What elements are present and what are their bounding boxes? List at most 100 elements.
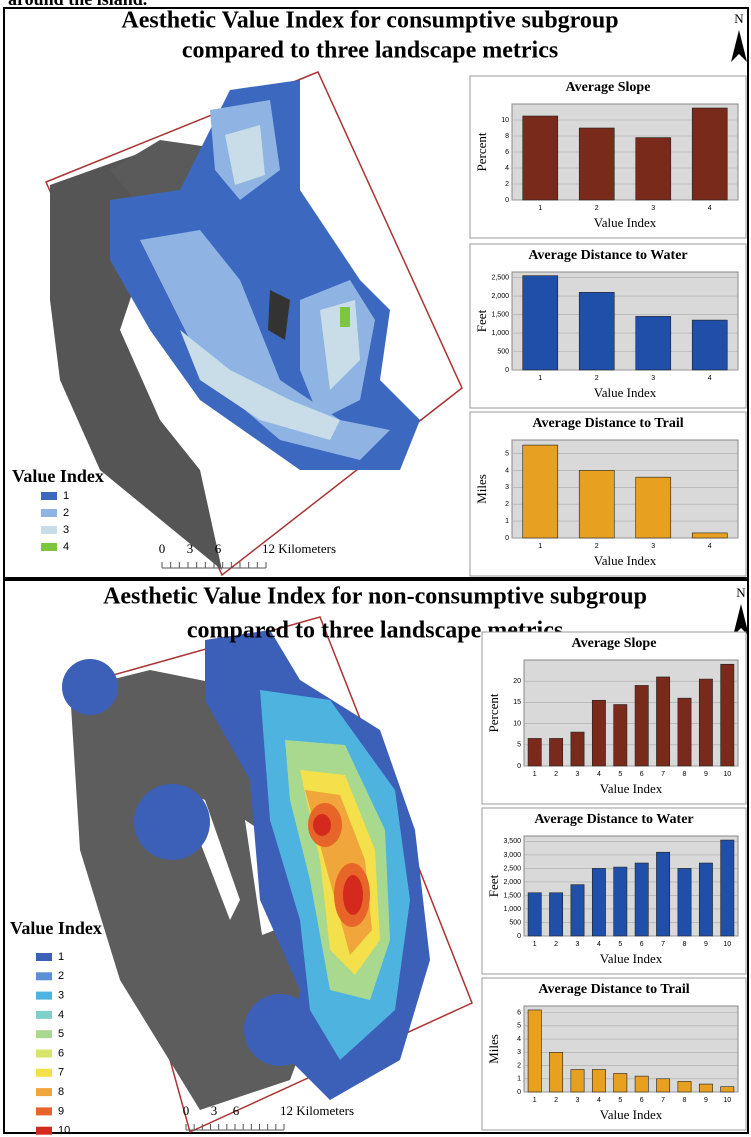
scale-label: 6 xyxy=(215,541,222,556)
legend-label: 7 xyxy=(58,1067,64,1079)
scale-label: 6 xyxy=(233,1103,240,1118)
bar xyxy=(635,1076,648,1092)
north-label: N xyxy=(736,585,746,600)
bar xyxy=(571,885,584,936)
x-tick-label: 4 xyxy=(708,205,712,212)
panel-title: compared to three landscape metrics xyxy=(182,38,558,64)
x-tick-label: 3 xyxy=(651,205,655,212)
bar xyxy=(528,1010,541,1092)
x-tick-label: 3 xyxy=(651,375,655,382)
x-tick-label: 5 xyxy=(618,941,622,948)
y-axis-label: Miles xyxy=(474,474,489,504)
y-tick-label: 20 xyxy=(513,678,521,685)
y-tick-label: 3 xyxy=(505,484,509,491)
legend-swatch xyxy=(41,509,57,517)
bar xyxy=(692,108,727,200)
x-tick-label: 2 xyxy=(595,375,599,382)
x-tick-label: 2 xyxy=(554,771,558,778)
x-tick-label: 10 xyxy=(723,1097,731,1104)
bar xyxy=(579,470,614,538)
y-tick-label: 0 xyxy=(517,763,521,770)
bar xyxy=(635,685,648,766)
chart-title: Average Distance to Trail xyxy=(538,982,689,997)
y-tick-label: 4 xyxy=(517,1036,521,1043)
y-tick-label: 2 xyxy=(505,501,509,508)
bar xyxy=(721,1087,734,1092)
legend-label: 2 xyxy=(58,970,64,982)
bar xyxy=(523,116,558,200)
y-tick-label: 0 xyxy=(505,367,509,374)
y-tick-label: 4 xyxy=(505,467,509,474)
legend-label: 5 xyxy=(58,1028,64,1040)
bar xyxy=(678,868,691,936)
panel-title: Aesthetic Value Index for non-consumptiv… xyxy=(103,584,647,610)
legend-label: 1 xyxy=(58,951,64,963)
chart-title: Average Distance to Trail xyxy=(532,416,683,431)
x-tick-label: 10 xyxy=(723,771,731,778)
bar xyxy=(692,320,727,370)
x-tick-label: 9 xyxy=(704,771,708,778)
legend-label: 4 xyxy=(63,541,69,553)
chart-title: Average Distance to Water xyxy=(528,248,687,263)
legend-label: 1 xyxy=(63,490,69,502)
x-tick-label: 8 xyxy=(683,771,687,778)
bar xyxy=(571,732,584,766)
y-tick-label: 0 xyxy=(517,1089,521,1096)
panel-title: Aesthetic Value Index for consumptive su… xyxy=(121,8,618,34)
bar xyxy=(636,316,671,370)
legend-swatch xyxy=(36,1011,52,1019)
scale-label: 3 xyxy=(211,1103,218,1118)
y-tick-label: 1,500 xyxy=(503,892,521,899)
x-tick-label: 2 xyxy=(595,543,599,550)
legend-label: 6 xyxy=(58,1047,64,1059)
legend-swatch xyxy=(36,1069,52,1077)
y-tick-label: 500 xyxy=(509,919,521,926)
x-tick-label: 2 xyxy=(595,205,599,212)
x-tick-label: 6 xyxy=(640,941,644,948)
legend-label: 3 xyxy=(63,524,69,536)
y-tick-label: 5 xyxy=(517,742,521,749)
x-axis-label: Value Index xyxy=(594,553,657,568)
bar xyxy=(549,1052,562,1092)
x-tick-label: 1 xyxy=(538,375,542,382)
y-tick-label: 10 xyxy=(513,720,521,727)
x-tick-label: 8 xyxy=(683,941,687,948)
x-tick-label: 4 xyxy=(597,941,601,948)
bar xyxy=(549,738,562,766)
bar xyxy=(614,1073,627,1092)
scale-label: 0 xyxy=(159,541,166,556)
x-tick-label: 3 xyxy=(576,1097,580,1104)
x-axis-label: Value Index xyxy=(600,951,663,966)
bar xyxy=(699,1084,712,1092)
figure: around the island. Aesthetic Value xyxy=(0,0,751,1137)
bar xyxy=(523,445,558,538)
x-tick-label: 10 xyxy=(723,941,731,948)
y-tick-label: 2,500 xyxy=(503,865,521,872)
bar xyxy=(699,863,712,936)
legend-label: 3 xyxy=(58,990,64,1002)
x-tick-label: 5 xyxy=(618,771,622,778)
x-tick-label: 3 xyxy=(651,543,655,550)
x-tick-label: 3 xyxy=(576,941,580,948)
bar xyxy=(614,705,627,766)
legend-label: 8 xyxy=(58,1086,64,1098)
bar xyxy=(523,276,558,370)
legend-label: 2 xyxy=(63,507,69,519)
y-tick-label: 8 xyxy=(505,133,509,140)
bar xyxy=(678,698,691,766)
x-axis-label: Value Index xyxy=(594,385,657,400)
y-tick-label: 500 xyxy=(497,348,509,355)
y-tick-label: 3,000 xyxy=(503,852,521,859)
scale-label: 12 Kilometers xyxy=(280,1103,354,1118)
bar xyxy=(656,677,669,766)
legend-label: 4 xyxy=(58,1009,64,1021)
y-tick-label: 10 xyxy=(501,117,509,124)
legend-swatch xyxy=(36,972,52,980)
legend-swatch xyxy=(36,992,52,1000)
bar xyxy=(592,1070,605,1092)
bar xyxy=(549,893,562,936)
legend-swatch xyxy=(36,1030,52,1038)
bar xyxy=(699,679,712,766)
x-tick-label: 4 xyxy=(708,543,712,550)
chart-title: Average Slope xyxy=(572,636,657,651)
